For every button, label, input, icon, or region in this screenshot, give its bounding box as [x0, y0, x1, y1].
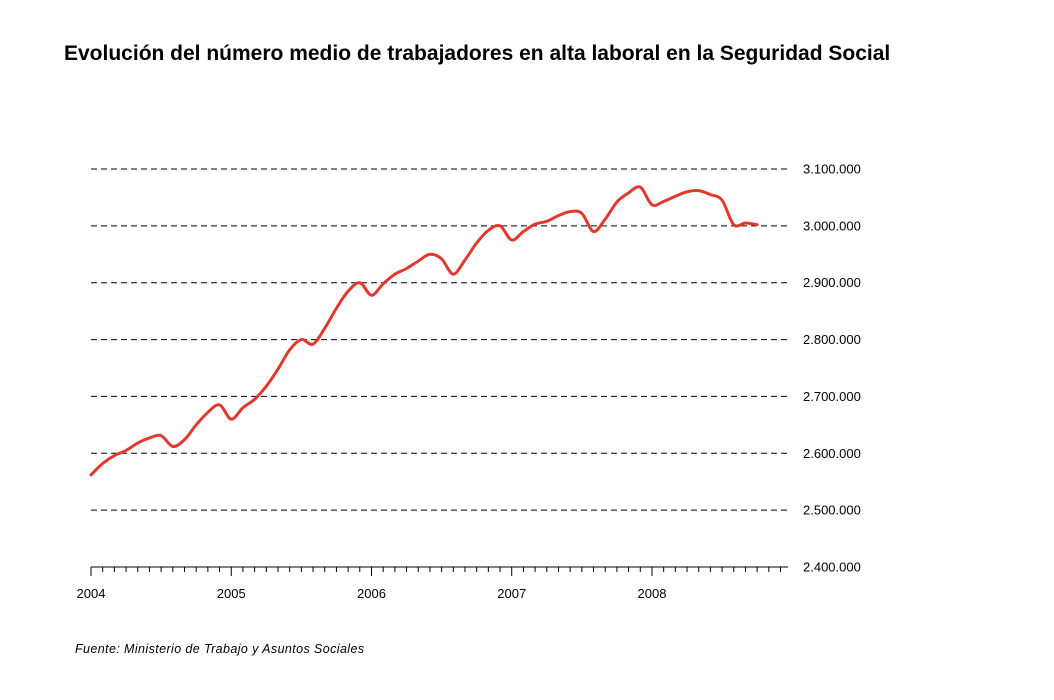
y-tick-label-5: 2.900.000 [803, 275, 861, 290]
x-tick-label-2004: 2004 [77, 586, 106, 601]
x-tick-label-2007: 2007 [497, 586, 526, 601]
x-tick-label-2006: 2006 [357, 586, 386, 601]
x-tick-label-2005: 2005 [217, 586, 246, 601]
y-tick-label-3: 2.700.000 [803, 389, 861, 404]
gridlines [91, 168, 788, 511]
chart-title: Evolución del número medio de trabajador… [64, 42, 891, 65]
y-tick-label-7: 3.100.000 [803, 162, 861, 177]
y-tick-label-4: 2.800.000 [803, 332, 861, 347]
y-tick-label-0: 2.400.000 [803, 560, 861, 575]
y-tick-label-1: 2.500.000 [803, 503, 861, 518]
chart-source: Fuente: Ministerio de Trabajo y Asuntos … [75, 642, 365, 656]
x-axis: 2004 2005 2006 2007 2008 [77, 566, 788, 601]
series-layer [89, 185, 759, 477]
series-line-0 [89, 185, 759, 477]
x-tick-label-2008: 2008 [638, 586, 667, 601]
y-tick-label-6: 3.000.000 [803, 218, 861, 233]
y-axis: 2.400.000 2.500.000 2.600.000 2.700.000 2.80… [803, 162, 861, 575]
y-tick-label-2: 2.600.000 [803, 446, 861, 461]
